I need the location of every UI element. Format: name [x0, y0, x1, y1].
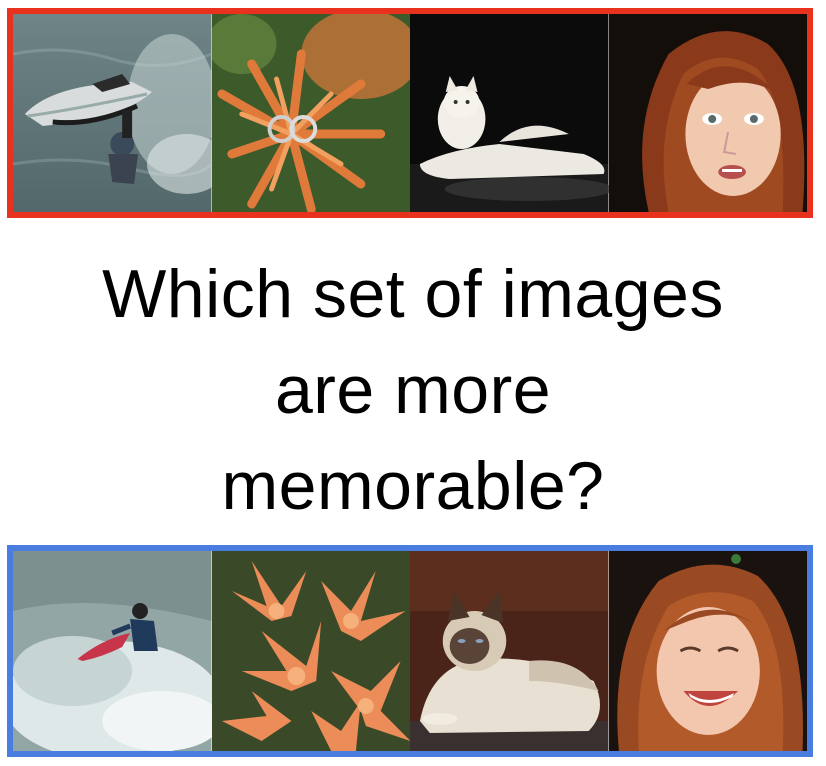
question-line-2: are more [274, 352, 552, 428]
white-cat-photo [410, 14, 609, 212]
orange-lilies-photo [211, 551, 410, 751]
flower-with-rings-photo [211, 14, 410, 212]
question-line-1: Which set of images [102, 256, 724, 332]
siamese-cat-photo [410, 551, 609, 751]
bottom-image-set [7, 545, 813, 757]
surfer-photo [13, 551, 212, 751]
smiling-woman-photo [608, 551, 807, 751]
question-text: Which set of images are more memorable? [0, 246, 826, 534]
jet-ski-photo [13, 14, 212, 212]
question-line-3: memorable? [221, 448, 605, 524]
top-image-set [7, 8, 813, 218]
red-haired-woman-photo [608, 14, 807, 212]
